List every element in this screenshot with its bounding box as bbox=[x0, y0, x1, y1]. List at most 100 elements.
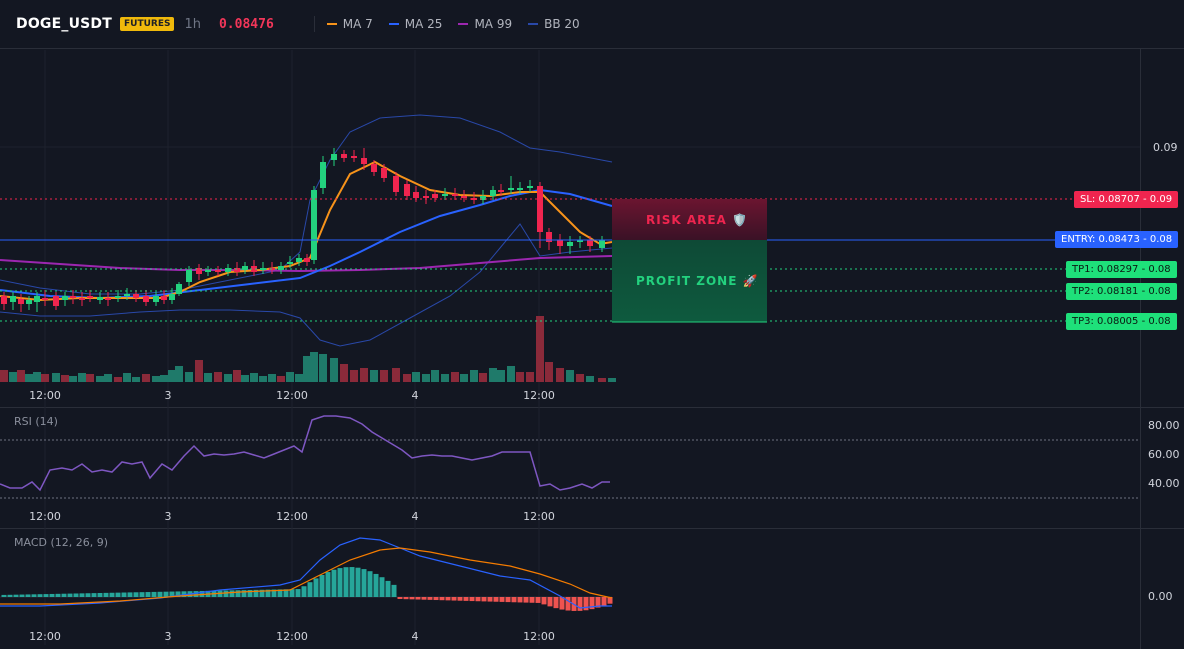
macd-histogram-bar bbox=[13, 594, 19, 597]
chart-header: DOGE_USDT FUTURES 1h 0.08476 MA 7 MA 25 … bbox=[0, 0, 1184, 48]
volume-bar bbox=[586, 376, 594, 382]
candle-body bbox=[557, 240, 563, 246]
macd-histogram-bar bbox=[565, 597, 571, 611]
volume-bar bbox=[214, 372, 222, 382]
macd-histogram-bar bbox=[583, 597, 589, 611]
macd-histogram-bar bbox=[61, 593, 67, 597]
symbol-name[interactable]: DOGE_USDT bbox=[16, 16, 112, 32]
time-label: 12:00 bbox=[523, 510, 555, 523]
candle-body bbox=[161, 296, 167, 300]
ma99-line bbox=[0, 255, 613, 273]
candle-body bbox=[205, 270, 211, 272]
macd-histogram-bar bbox=[265, 589, 271, 597]
candle-body bbox=[527, 186, 533, 188]
candle-body bbox=[341, 154, 347, 158]
volume-bar bbox=[526, 372, 534, 382]
volume-bar bbox=[69, 376, 77, 382]
time-label: 12:00 bbox=[29, 510, 61, 523]
macd-histogram-bar bbox=[607, 597, 613, 604]
macd-histogram-bar bbox=[403, 597, 409, 600]
candle-body bbox=[304, 258, 310, 262]
macd-histogram-bar bbox=[343, 567, 349, 597]
macd-histogram-bar bbox=[31, 594, 37, 597]
volume-bar bbox=[61, 375, 69, 382]
volume-bar bbox=[104, 374, 112, 382]
candle-body bbox=[196, 268, 202, 274]
macd-histogram-bar bbox=[325, 572, 331, 597]
macd-histogram-bar bbox=[367, 571, 373, 597]
macd-tick-0: 0.00 bbox=[1148, 590, 1173, 603]
volume-bar bbox=[195, 360, 203, 382]
macd-histogram-bar bbox=[37, 594, 43, 597]
macd-histogram-bar bbox=[451, 597, 457, 601]
macd-histogram-bar bbox=[127, 592, 133, 597]
rsi-tick-80: 80.00 bbox=[1148, 419, 1180, 432]
volume-bar bbox=[25, 374, 33, 382]
macd-histogram-bar bbox=[493, 597, 499, 602]
volume-bar bbox=[295, 374, 303, 382]
volume-bar bbox=[403, 374, 411, 382]
ma25-line bbox=[0, 188, 613, 300]
tp2-tag: TP2: 0.08181 - 0.08 bbox=[1066, 283, 1177, 300]
macd-histogram-bar bbox=[415, 597, 421, 600]
candle-body bbox=[296, 258, 302, 262]
macd-histogram-bar bbox=[133, 592, 139, 597]
volume-bar bbox=[259, 376, 267, 382]
macd-histogram-bar bbox=[67, 593, 73, 597]
macd-histogram-bar bbox=[223, 590, 229, 597]
candle-body bbox=[115, 296, 121, 298]
macd-histogram-bar bbox=[253, 589, 259, 597]
volume-bar bbox=[268, 374, 276, 382]
candle-body bbox=[53, 296, 59, 306]
candle-body bbox=[153, 296, 159, 302]
candle-body bbox=[331, 154, 337, 160]
legend-ma7[interactable]: MA 7 bbox=[326, 17, 373, 31]
volume-bar bbox=[152, 376, 160, 382]
candle-body bbox=[97, 297, 103, 300]
volume-bar bbox=[412, 372, 420, 382]
macd-histogram-bar bbox=[385, 580, 391, 597]
volume-bar bbox=[17, 370, 25, 382]
legend-ma99[interactable]: MA 99 bbox=[458, 17, 512, 31]
time-label: 12:00 bbox=[29, 630, 61, 643]
volume-bar bbox=[185, 372, 193, 382]
macd-histogram-bar bbox=[481, 597, 487, 602]
macd-histogram-bar bbox=[475, 597, 481, 602]
macd-histogram-bar bbox=[469, 597, 475, 602]
macd-histogram-bar bbox=[577, 597, 583, 611]
macd-histogram-bar bbox=[559, 597, 565, 610]
rsi-tick-60: 60.00 bbox=[1148, 448, 1180, 461]
candle-body bbox=[87, 296, 93, 298]
macd-histogram-bar bbox=[553, 597, 559, 609]
tp1-tag: TP1: 0.08297 - 0.08 bbox=[1066, 261, 1177, 278]
interval-selector[interactable]: 1h bbox=[184, 16, 201, 32]
volume-bar bbox=[86, 374, 94, 382]
legend-ma25[interactable]: MA 25 bbox=[388, 17, 442, 31]
macd-histogram-bar bbox=[79, 593, 85, 597]
candle-body bbox=[508, 188, 514, 190]
macd-histogram-bar bbox=[19, 594, 25, 597]
candle-body bbox=[432, 194, 438, 198]
candle-body bbox=[62, 296, 68, 300]
volume-bar bbox=[277, 376, 285, 382]
macd-histogram-bar bbox=[511, 597, 517, 603]
macd-histogram-bar bbox=[307, 582, 313, 597]
candle-body bbox=[79, 298, 85, 300]
volume-bar bbox=[204, 373, 212, 382]
time-label: 4 bbox=[411, 510, 419, 523]
macd-histogram-bar bbox=[181, 591, 187, 597]
macd-histogram-bar bbox=[427, 597, 433, 600]
legend-bb20[interactable]: BB 20 bbox=[528, 17, 580, 31]
time-label: 12:00 bbox=[523, 630, 555, 643]
profit-zone-label: PROFIT ZONE 🚀 bbox=[636, 274, 759, 288]
macd-histogram-bar bbox=[355, 567, 361, 597]
macd-histogram-bar bbox=[601, 597, 607, 606]
bb-swatch bbox=[528, 23, 539, 25]
volume-bar bbox=[608, 378, 616, 382]
macd-histogram-bar bbox=[247, 590, 253, 597]
macd-histogram-bar bbox=[595, 597, 601, 608]
macd-histogram-bar bbox=[361, 569, 367, 597]
macd-histogram-bar bbox=[421, 597, 427, 600]
candle-body bbox=[287, 262, 293, 264]
